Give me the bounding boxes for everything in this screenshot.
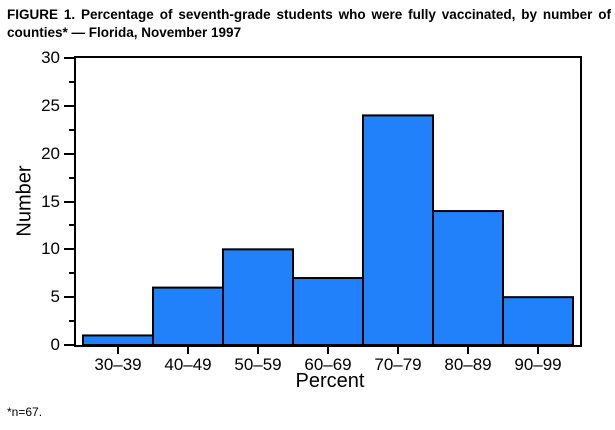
x-tick-40–49 (187, 347, 189, 354)
y-tick-label-5: 5 (50, 287, 60, 307)
bar-30–39 (82, 334, 154, 345)
x-tick-label-60–69: 60–69 (304, 355, 352, 374)
y-tick-label-15: 15 (41, 191, 60, 211)
y-tick-10 (64, 248, 74, 251)
y-tick-30 (64, 57, 74, 59)
y-tick-label-0: 0 (50, 335, 60, 354)
bar-60–69 (292, 277, 364, 345)
x-tick-label-80–89: 80–89 (444, 355, 492, 374)
x-tick-70–79 (397, 347, 399, 354)
y-minor-tick-12.5 (69, 224, 74, 227)
y-tick-25 (64, 104, 74, 107)
y-tick-5 (64, 296, 74, 299)
y-tick-label-25: 25 (41, 95, 60, 115)
y-minor-tick-17.5 (69, 176, 74, 179)
x-tick-label-70–79: 70–79 (374, 355, 422, 374)
x-tick-90–99 (537, 347, 539, 354)
y-tick-0 (64, 344, 74, 346)
x-tick-60–69 (327, 347, 329, 354)
bar-90–99 (502, 296, 574, 345)
y-tick-label-30: 30 (41, 48, 60, 67)
bar-70–79 (362, 114, 434, 345)
figure-title: FIGURE 1. Percentage of seventh-grade st… (7, 7, 611, 40)
y-tick-label-20: 20 (41, 143, 60, 163)
x-axis-title: Percent (295, 370, 365, 392)
bar-80–89 (432, 210, 504, 345)
x-tick-label-30–39: 30–39 (94, 355, 142, 374)
y-minor-tick-22.5 (69, 128, 74, 131)
y-tick-label-10: 10 (41, 239, 60, 259)
footnote: *n=67. (7, 405, 43, 419)
x-tick-80–89 (467, 347, 469, 354)
x-tick-label-50–59: 50–59 (234, 355, 282, 374)
y-minor-tick-7.5 (69, 272, 74, 275)
x-tick-50–59 (257, 347, 259, 354)
bar-40–49 (152, 286, 224, 345)
plot-area (74, 56, 582, 347)
x-tick-label-90–99: 90–99 (514, 355, 562, 374)
x-tick-30–39 (117, 347, 119, 354)
bar-50–59 (222, 248, 294, 345)
histogram-bars (82, 114, 574, 345)
y-minor-tick-2.5 (69, 320, 74, 323)
x-tick-label-40–49: 40–49 (164, 355, 212, 374)
y-tick-15 (64, 200, 74, 203)
y-tick-20 (64, 152, 74, 155)
y-minor-tick-27.5 (69, 80, 74, 83)
